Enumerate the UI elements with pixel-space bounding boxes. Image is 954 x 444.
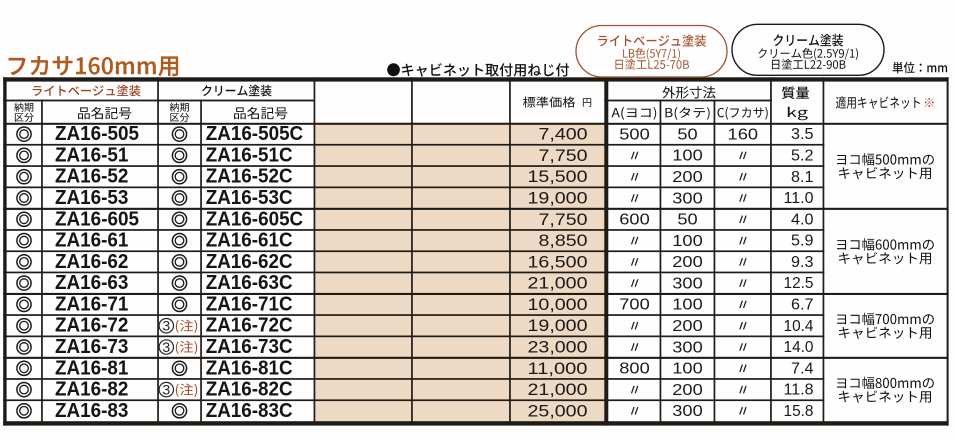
svg-text:ZA16-83C: ZA16-83C [206,400,293,422]
svg-text:3: 3 [162,382,170,398]
svg-text:5.9: 5.9 [791,233,814,250]
svg-text:200: 200 [672,382,703,399]
svg-text:ZA16-53C: ZA16-53C [206,187,293,209]
svg-text:ZA16-71: ZA16-71 [55,293,128,315]
svg-text:7.4: 7.4 [791,360,814,377]
svg-text:ZA16-605C: ZA16-605C [206,208,304,230]
svg-text:14.0: 14.0 [784,339,814,356]
svg-text:300: 300 [672,275,703,292]
svg-text:ZA16-505C: ZA16-505C [206,123,304,145]
svg-text:200: 200 [672,318,703,335]
svg-text:4.0: 4.0 [791,211,814,228]
svg-text:100: 100 [672,361,703,378]
svg-text:300: 300 [672,403,703,420]
svg-text:ZA16-83: ZA16-83 [55,400,128,422]
svg-text:ZA16-72C: ZA16-72C [206,315,293,337]
svg-text:21,000: 21,000 [528,381,588,399]
svg-text:19,000: 19,000 [528,190,588,208]
svg-text:11.8: 11.8 [784,382,814,399]
svg-text:200: 200 [672,254,703,271]
svg-text:300: 300 [672,339,703,356]
svg-text:11,000: 11,000 [528,360,588,378]
svg-text:ZA16-61: ZA16-61 [55,230,128,252]
svg-text:50: 50 [677,212,698,229]
svg-text:ZA16-81C: ZA16-81C [206,357,293,379]
svg-text:ZA16-72: ZA16-72 [55,315,128,337]
svg-text:16,500: 16,500 [528,253,588,271]
svg-text:15.8: 15.8 [784,403,814,420]
svg-text:ZA16-52: ZA16-52 [55,166,128,188]
svg-text:ZA16-73C: ZA16-73C [206,336,293,358]
svg-text:21,000: 21,000 [528,275,588,293]
svg-text:600: 600 [619,212,650,229]
svg-text:19,000: 19,000 [528,317,588,335]
svg-text:8.1: 8.1 [791,169,814,186]
svg-text:6.7: 6.7 [791,297,814,314]
svg-text:12.5: 12.5 [784,275,814,292]
svg-text:ZA16-605: ZA16-605 [55,208,139,230]
svg-text:10,000: 10,000 [528,296,588,314]
svg-text:ZA16-71C: ZA16-71C [206,293,293,315]
svg-text:100: 100 [672,233,703,250]
svg-text:ZA16-82C: ZA16-82C [206,379,293,401]
svg-text:11.0: 11.0 [784,190,814,207]
svg-text:15,500: 15,500 [528,168,588,186]
svg-text:ZA16-62: ZA16-62 [55,251,128,273]
svg-text:7,750: 7,750 [539,211,588,229]
svg-text:100: 100 [672,297,703,314]
svg-text:ZA16-51: ZA16-51 [55,144,128,166]
svg-text:3: 3 [162,339,170,355]
svg-text:500: 500 [619,126,650,143]
svg-text:200: 200 [672,169,703,186]
svg-text:3: 3 [162,318,170,334]
svg-text:10.4: 10.4 [784,318,814,335]
svg-text:ZA16-53: ZA16-53 [55,187,128,209]
svg-text:ZA16-81: ZA16-81 [55,357,128,379]
svg-text:ZA16-61C: ZA16-61C [206,230,293,252]
svg-text:9.3: 9.3 [791,254,814,271]
svg-text:100: 100 [672,148,703,165]
svg-text:ZA16-63C: ZA16-63C [206,272,293,294]
svg-text:ZA16-52C: ZA16-52C [206,166,293,188]
svg-text:700: 700 [619,297,650,314]
svg-text:5.2: 5.2 [791,148,814,165]
svg-text:3.5: 3.5 [791,126,814,143]
svg-text:ZA16-505: ZA16-505 [55,123,139,145]
svg-text:25,000: 25,000 [528,402,588,420]
svg-text:ZA16-62C: ZA16-62C [206,251,293,273]
svg-text:50: 50 [677,126,698,143]
svg-text:ZA16-51C: ZA16-51C [206,144,293,166]
svg-text:23,000: 23,000 [528,339,588,357]
svg-text:ZA16-82: ZA16-82 [55,379,128,401]
svg-text:7,400: 7,400 [539,126,588,144]
svg-text:800: 800 [619,361,650,378]
svg-text:160: 160 [728,126,759,143]
svg-text:ZA16-63: ZA16-63 [55,272,128,294]
svg-text:8,850: 8,850 [539,232,588,250]
svg-text:300: 300 [672,190,703,207]
svg-text:ZA16-73: ZA16-73 [55,336,128,358]
svg-text:7,750: 7,750 [539,147,588,165]
